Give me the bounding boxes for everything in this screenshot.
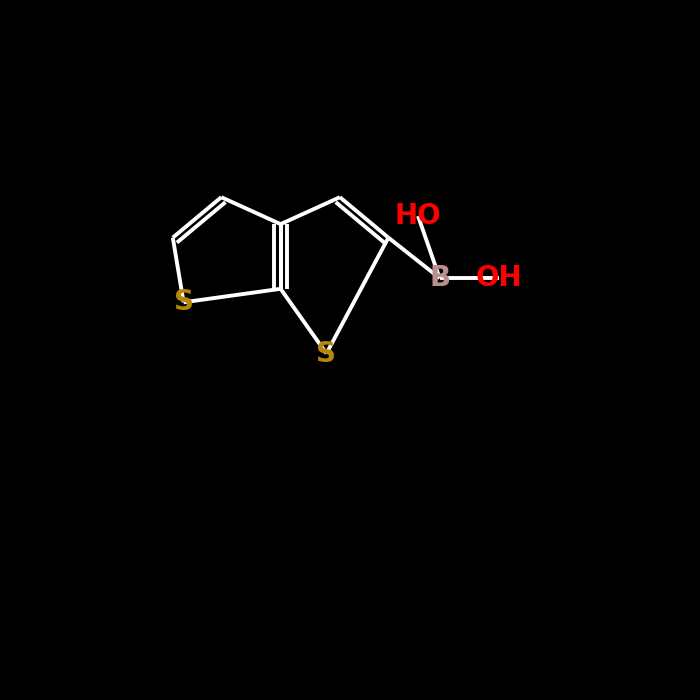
Text: OH: OH bbox=[475, 264, 522, 292]
Text: S: S bbox=[174, 288, 194, 316]
Text: B: B bbox=[429, 264, 450, 292]
Text: HO: HO bbox=[395, 202, 442, 230]
Text: S: S bbox=[316, 340, 337, 368]
